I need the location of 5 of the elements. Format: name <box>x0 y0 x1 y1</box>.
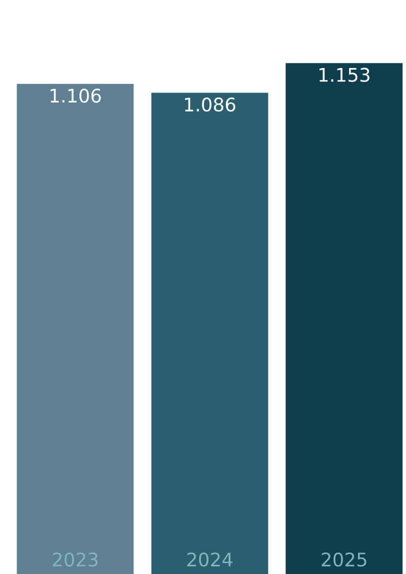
data-label: 1.106 <box>50 88 101 103</box>
data-label: 1.153 <box>319 68 370 82</box>
data-label: 1.086 <box>185 97 236 112</box>
x-tick-label: 2024 <box>187 552 232 567</box>
x-tick-label: 2025 <box>322 552 366 567</box>
